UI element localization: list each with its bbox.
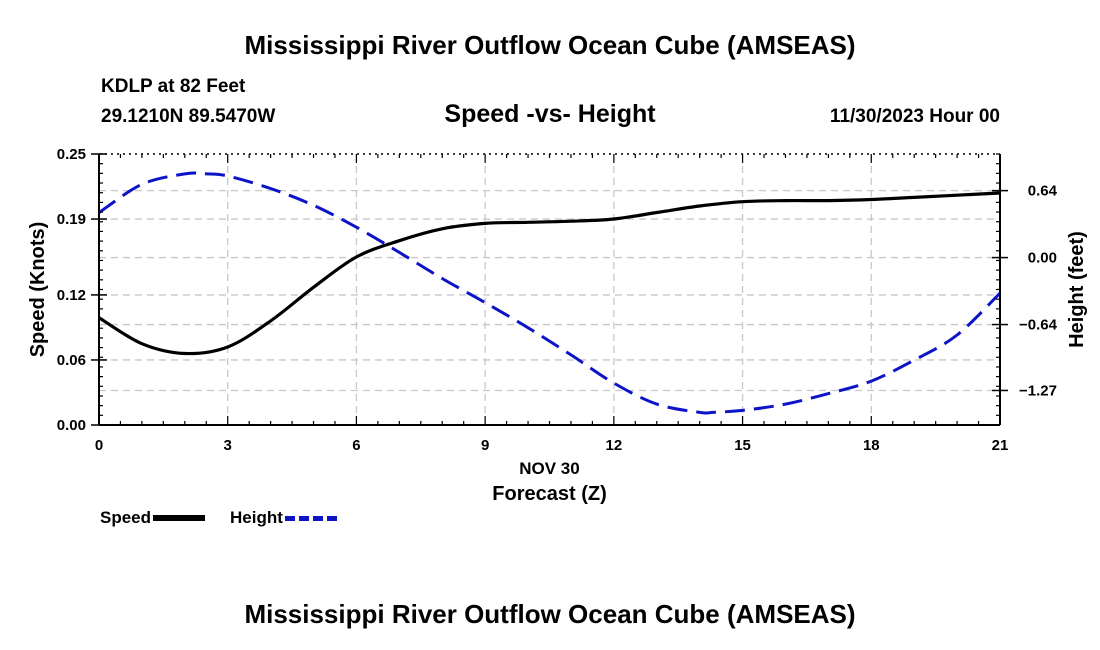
legend-height-label: Height [230, 508, 283, 527]
height-series-line [98, 171, 1002, 415]
legend-speed: Speed [100, 508, 206, 528]
axis-labels: 0 3 6 9 12 15 18 21 0.00 0.06 0.12 0.19 0.25 −1.27 −0.… [27, 146, 1088, 505]
legend-height: Height [230, 508, 337, 528]
axes [91, 153, 1008, 426]
x-tick-label: 21 [992, 437, 1009, 454]
grid-lines [99, 154, 1000, 425]
legend-speed-label: Speed [100, 508, 152, 527]
y2-tick-label: 0.00 [1028, 250, 1057, 267]
x-tick-label: 18 [863, 437, 880, 454]
y2-tick-label: −0.64 [1019, 317, 1058, 334]
datetime-label: 11/30/2023 Hour 00 [829, 106, 1000, 127]
y-tick-label: 0.00 [57, 417, 86, 434]
footer-title: Mississippi River Outflow Ocean Cube (AM… [244, 599, 856, 629]
chart-title: Mississippi River Outflow Ocean Cube (AM… [244, 30, 856, 60]
y-tick-label: 0.19 [57, 211, 86, 228]
x-axis-date: NOV 30 [519, 459, 579, 478]
y-tick-label: 0.06 [57, 352, 86, 369]
y2-tick-label: 0.64 [1028, 183, 1058, 200]
series-lines [98, 171, 1002, 415]
coordinates-label: 29.1210N 89.5470W [101, 106, 276, 127]
y-tick-label: 0.25 [57, 146, 86, 163]
x-tick-label: 3 [224, 437, 232, 454]
x-tick-label: 0 [95, 437, 103, 454]
x-tick-label: 12 [606, 437, 623, 454]
y-axis-title: Speed (Knots) [27, 222, 49, 358]
station-label: KDLP at 82 Feet [101, 76, 246, 97]
chart-subtitle: Speed -vs- Height [444, 100, 656, 128]
legend-speed-swatch [153, 515, 206, 521]
x-axis-title: Forecast (Z) [492, 483, 606, 505]
x-tick-label: 6 [352, 437, 360, 454]
speed-series-line [98, 191, 1001, 356]
x-tick-label: 15 [734, 437, 751, 454]
y2-axis-title: Height (feet) [1066, 231, 1088, 348]
x-tick-label: 9 [481, 437, 489, 454]
legend-height-swatch [284, 515, 337, 521]
y-tick-label: 0.12 [57, 287, 86, 304]
y2-tick-label: −1.27 [1019, 382, 1057, 399]
